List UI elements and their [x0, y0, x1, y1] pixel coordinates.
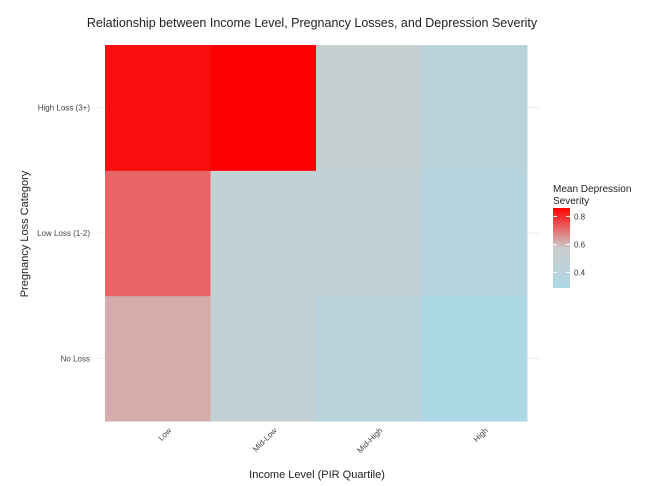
- heatmap-cells: [105, 45, 528, 422]
- legend-ticks: 0.4 0.6 0.8: [553, 212, 586, 278]
- legend-tick-label: 0.6: [574, 240, 586, 249]
- y-tick-label: High Loss (3+): [38, 104, 91, 113]
- x-tick-label: Low: [157, 426, 174, 443]
- x-tick-label: Mid-High: [355, 426, 384, 455]
- y-axis-ticks: No Loss Low Loss (1-2) High Loss (3+): [37, 104, 90, 364]
- heatmap-cell-low-high-loss-3: [105, 45, 211, 171]
- chart-title: Relationship between Income Level, Pregn…: [87, 16, 538, 30]
- heatmap-cell-mid-low-no-loss: [210, 295, 317, 422]
- x-tick-label: Mid-Low: [251, 426, 279, 454]
- heatmap-cell-high-low-loss-1-2: [421, 170, 528, 297]
- heatmap-cell-high-no-loss: [421, 295, 528, 422]
- legend-tick-label: 0.8: [574, 212, 586, 221]
- legend-color-bar: [553, 208, 570, 288]
- heatmap-cell-low-no-loss: [105, 295, 211, 422]
- y-tick-label: Low Loss (1-2): [37, 229, 90, 238]
- color-legend: Mean Depression Severity 0.4 0.6 0.8: [553, 184, 631, 288]
- x-axis-ticks: Low Mid-Low Mid-High High: [157, 426, 490, 455]
- heatmap-cell-low-low-loss-1-2: [105, 170, 211, 297]
- heatmap-cell-high-high-loss-3: [421, 45, 528, 171]
- legend-tick-label: 0.4: [574, 269, 586, 278]
- heatmap-cell-mid-high-no-loss: [316, 295, 422, 422]
- legend-title-line-1: Mean Depression: [553, 184, 631, 195]
- x-axis-title: Income Level (PIR Quartile): [249, 469, 385, 481]
- heatmap-cell-mid-low-low-loss-1-2: [210, 170, 317, 297]
- heatmap-cell-mid-low-high-loss-3: [210, 45, 317, 171]
- heatmap-cell-mid-high-low-loss-1-2: [316, 170, 422, 297]
- x-tick-label: High: [472, 426, 490, 444]
- legend-title-line-2: Severity: [553, 196, 589, 207]
- y-tick-label: No Loss: [61, 354, 90, 363]
- heatmap-cell-mid-high-high-loss-3: [316, 45, 422, 171]
- y-axis-title: Pregnancy Loss Category: [19, 170, 31, 297]
